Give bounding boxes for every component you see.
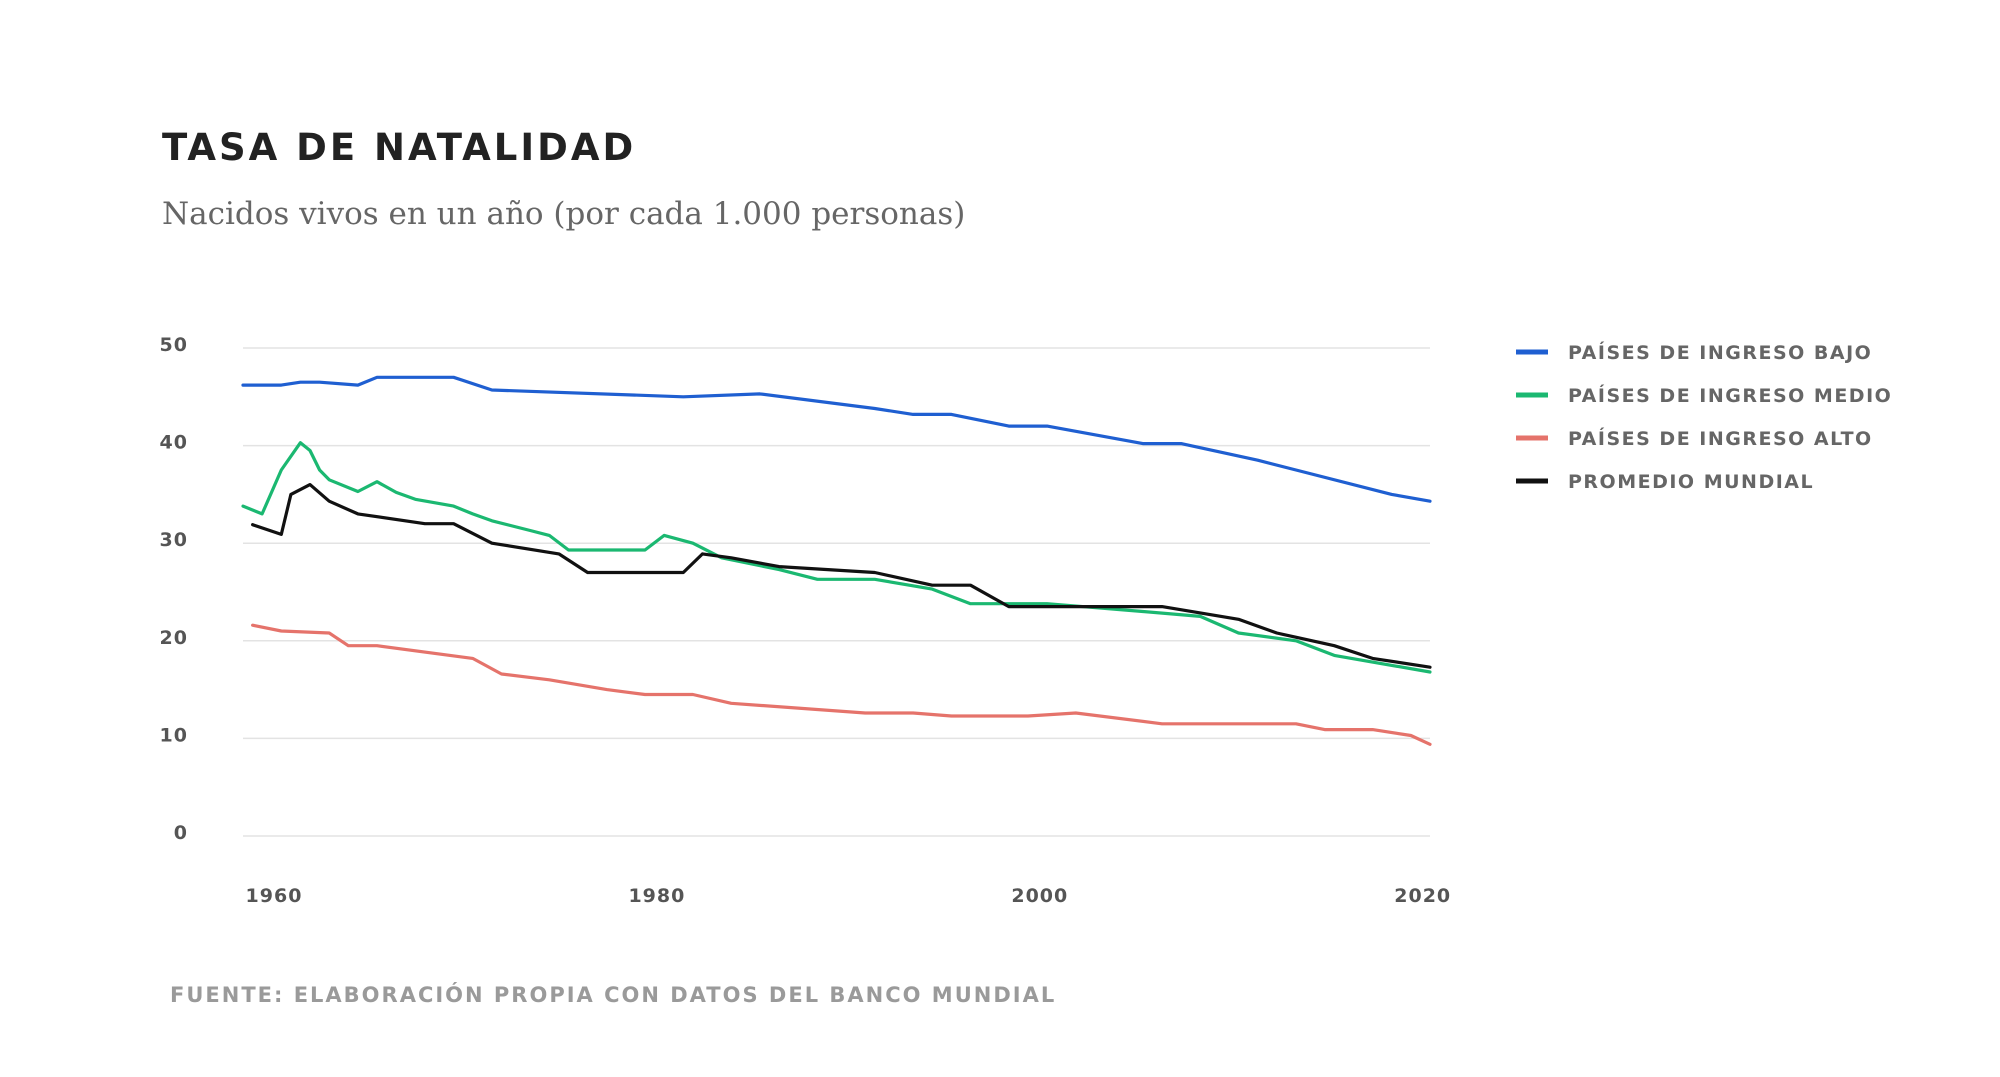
legend-item: PAÍSES DE INGRESO ALTO [1516, 427, 1873, 450]
x-tick-label: 2020 [1394, 885, 1451, 907]
series-lines [241, 375, 1432, 746]
source-note: FUENTE: ELABORACIÓN PROPIA CON DATOS DEL… [170, 983, 1057, 1007]
x-tick-label: 1960 [246, 885, 303, 907]
series-line-4 [251, 483, 1432, 669]
x-tick-label: 2000 [1011, 885, 1068, 907]
y-axis: 0 10 20 30 40 50 [160, 334, 188, 844]
y-tick-label: 10 [160, 724, 188, 746]
legend: PAÍSES DE INGRESO BAJO PAÍSES DE INGRESO … [1516, 341, 1892, 493]
legend-item: PAÍSES DE INGRESO BAJO [1516, 341, 1872, 364]
legend-label: PROMEDIO MUNDIAL [1568, 471, 1814, 493]
y-tick-label: 0 [174, 822, 188, 844]
y-tick-label: 20 [160, 627, 188, 649]
grid-lines [243, 347, 1430, 837]
chart-title: TASA DE NATALIDAD [162, 126, 637, 169]
x-axis: 1960 1980 2000 2020 [246, 885, 1451, 907]
legend-item: PAÍSES DE INGRESO MEDIO [1516, 384, 1892, 407]
y-tick-label: 40 [160, 432, 188, 454]
legend-label: PAÍSES DE INGRESO BAJO [1568, 341, 1872, 364]
legend-label: PAÍSES DE INGRESO MEDIO [1568, 384, 1892, 407]
chart-subtitle: Nacidos vivos en un año (por cada 1.000 … [162, 196, 966, 232]
series-line-3 [251, 623, 1432, 746]
series-line-1 [241, 375, 1432, 503]
legend-label: PAÍSES DE INGRESO ALTO [1568, 427, 1873, 450]
x-tick-label: 1980 [628, 885, 685, 907]
legend-item: PROMEDIO MUNDIAL [1516, 471, 1814, 493]
y-tick-label: 50 [160, 334, 188, 356]
series-line-2 [241, 441, 1432, 674]
y-tick-label: 30 [160, 529, 188, 551]
